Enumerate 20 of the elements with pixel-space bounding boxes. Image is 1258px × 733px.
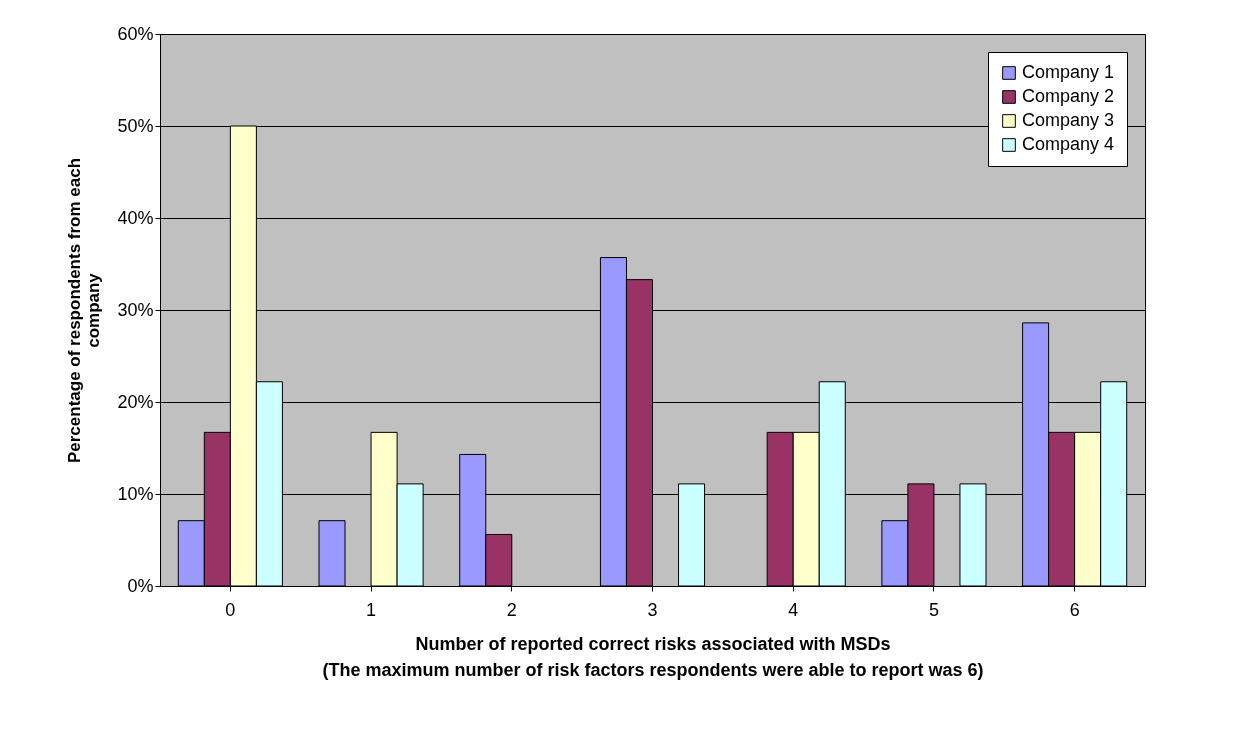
legend-label: Company 2 [1022,86,1115,106]
x-tick-label: 0 [225,599,236,620]
legend-label: Company 1 [1022,62,1115,82]
y-tick-label: 0% [127,575,154,596]
y-tick-label: 60% [117,23,154,44]
y-tick-label: 30% [117,299,154,320]
y-axis-title: Percentage of respondents from each company [65,157,104,464]
x-tick-label: 2 [506,599,517,620]
y-tick-label: 20% [117,391,154,412]
x-axis-title: Number of reported correct risks associated with MSDs (The maximum number of risk factors respondents were able to report was 6) [322,633,984,680]
x-tick-label: 5 [928,599,939,620]
x-tick-label: 1 [366,599,377,620]
x-tick-label: 6 [1069,599,1080,620]
y-tick-label: 50% [117,115,154,136]
y-tick-label: 40% [117,207,154,228]
legend-label: Company 4 [1022,134,1115,154]
y-tick-label: 10% [117,483,154,504]
legend-label: Company 3 [1022,110,1115,130]
x-tick-label: 3 [647,599,658,620]
x-tick-label: 4 [788,599,799,620]
